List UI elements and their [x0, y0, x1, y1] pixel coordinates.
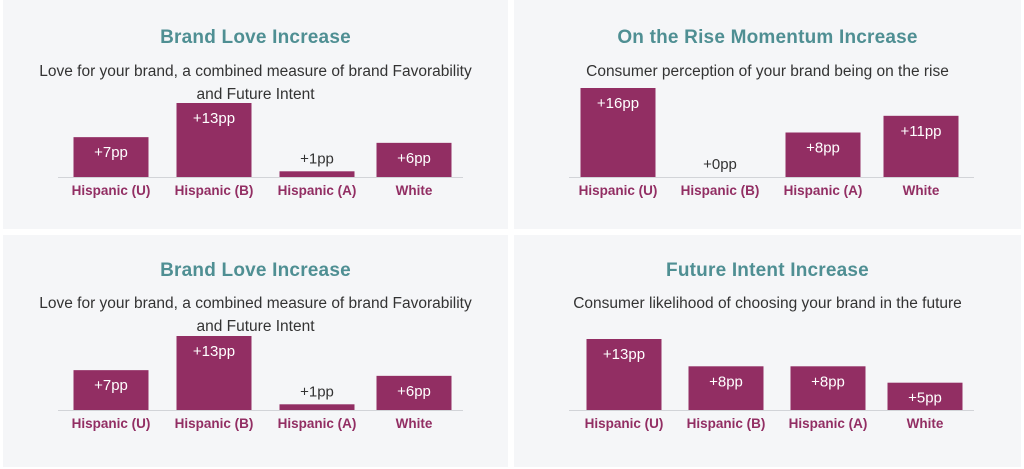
chart-panel-brand-love-bottom: Brand Love Increase Love for your brand,…: [3, 235, 508, 467]
data-label: +6pp: [397, 383, 431, 400]
category-label: Hispanic (U): [72, 416, 151, 431]
chart-panel-brand-love-top: Brand Love Increase Love for your brand,…: [3, 0, 508, 229]
bar: [73, 370, 149, 410]
chart-subtitle: Consumer perception of your brand being …: [586, 63, 949, 80]
category-label: White: [903, 183, 940, 198]
chart-panel-on-the-rise: On the Rise Momentum Increase Consumer p…: [514, 0, 1021, 229]
category-label: Hispanic (U): [579, 183, 658, 198]
bar: [279, 171, 355, 177]
category-label: Hispanic (A): [784, 183, 863, 198]
category-label: Hispanic (B): [687, 416, 766, 431]
category-label: Hispanic (B): [175, 416, 254, 431]
data-label: +8pp: [709, 373, 743, 390]
bar-chart: +7pp Hispanic (U) +13pp Hispanic (B) +1pp His…: [58, 103, 463, 198]
data-label: +5pp: [908, 390, 942, 407]
chart-subtitle: Love for your brand, a combined measure …: [39, 63, 472, 103]
data-label: +8pp: [811, 373, 845, 390]
category-label: White: [396, 416, 433, 431]
data-label: +1pp: [300, 150, 334, 167]
bar: [176, 103, 252, 177]
bar: [586, 339, 662, 410]
bar: [580, 88, 656, 177]
data-label: +7pp: [94, 377, 128, 394]
category-label: Hispanic (U): [585, 416, 664, 431]
data-label: +16pp: [597, 95, 639, 112]
bar: [376, 142, 452, 177]
data-label: +13pp: [193, 343, 235, 360]
chart-title: On the Rise Momentum Increase: [617, 27, 918, 48]
data-label: +13pp: [603, 346, 645, 363]
chart-title: Future Intent Increase: [666, 260, 869, 281]
data-label: +13pp: [193, 110, 235, 127]
data-label: +1pp: [300, 383, 334, 400]
bar: [176, 336, 252, 410]
bar: [785, 132, 861, 177]
data-label: +6pp: [397, 150, 431, 167]
bar: [688, 366, 764, 410]
data-label: +0pp: [703, 156, 737, 173]
category-label: White: [907, 416, 944, 431]
data-label: +8pp: [806, 140, 840, 157]
category-label: White: [396, 183, 433, 198]
chart-title: Brand Love Increase: [160, 260, 351, 281]
chart-panel-future-intent: Future Intent Increase Consumer likeliho…: [514, 235, 1021, 467]
bar-chart: +16pp Hispanic (U) +0pp Hispanic (B) +8pp His…: [569, 88, 974, 198]
bar: [279, 404, 355, 410]
category-label: Hispanic (B): [681, 183, 760, 198]
category-label: Hispanic (B): [175, 183, 254, 198]
bar: [376, 375, 452, 410]
bar: [790, 366, 866, 410]
category-label: Hispanic (A): [789, 416, 868, 431]
category-label: Hispanic (U): [72, 183, 151, 198]
bar: [73, 137, 149, 177]
bar-chart: +7pp Hispanic (U) +13pp Hispanic (B) +1pp His…: [58, 336, 463, 431]
category-label: Hispanic (A): [278, 183, 357, 198]
bar: [883, 115, 959, 177]
chart-subtitle: Love for your brand, a combined measure …: [39, 295, 472, 335]
category-label: Hispanic (A): [278, 416, 357, 431]
chart-title: Brand Love Increase: [160, 27, 351, 48]
data-label: +11pp: [900, 123, 941, 140]
chart-subtitle: Consumer likelihood of choosing your bra…: [573, 295, 962, 312]
bar: [887, 382, 963, 410]
data-label: +7pp: [94, 144, 128, 161]
bar-chart: +13pp Hispanic (U) +8pp Hispanic (B) +8pp His…: [569, 339, 974, 431]
